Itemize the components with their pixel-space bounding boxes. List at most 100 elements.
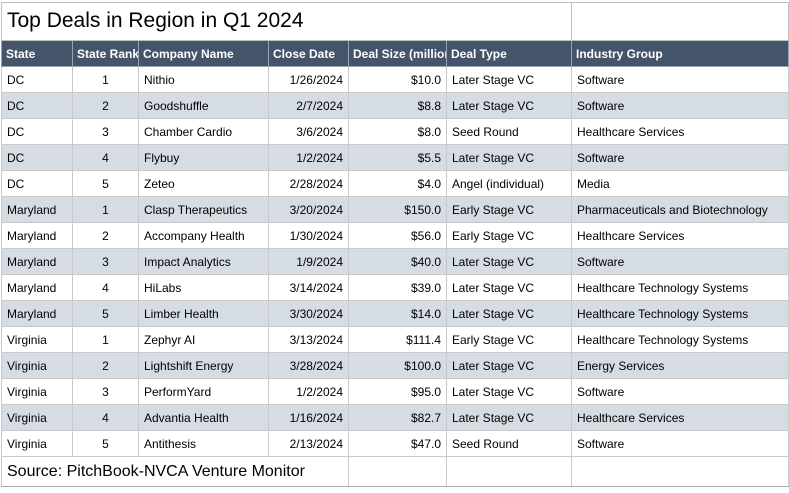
cell-deal-type: Later Stage VC [446, 248, 572, 275]
cell-close-date: 1/2/2024 [268, 144, 349, 171]
cell-industry-group: Healthcare Services [571, 118, 789, 145]
cell-state-rank: 4 [72, 144, 139, 171]
cell-deal-type: Seed Round [446, 118, 572, 145]
cell-deal-type: Early Stage VC [446, 222, 572, 249]
cell-state-rank: 5 [72, 170, 139, 197]
table-row: Virginia 4 Advantia Health 1/16/2024 $82.7 La… [1, 404, 789, 431]
source-note: Source: PitchBook-NVCA Venture Monitor [1, 456, 349, 487]
cell-state: Maryland [1, 300, 73, 327]
cell-state: Maryland [1, 274, 73, 301]
cell-company-name: Impact Analytics [138, 248, 269, 275]
cell-industry-group: Healthcare Technology Systems [571, 326, 789, 353]
title-spacer-cell [571, 2, 789, 41]
table-row: Virginia 1 Zephyr AI 3/13/2024 $111.4 Early S… [1, 326, 789, 353]
cell-industry-group: Software [571, 66, 789, 93]
col-header-deal-size: Deal Size (million [348, 40, 447, 67]
cell-state: Virginia [1, 326, 73, 353]
cell-deal-type: Later Stage VC [446, 352, 572, 379]
cell-state-rank: 1 [72, 326, 139, 353]
cell-company-name: Accompany Health [138, 222, 269, 249]
cell-company-name: Clasp Therapeutics [138, 196, 269, 223]
cell-deal-size: $111.4 [348, 326, 447, 353]
table-row: Virginia 3 PerformYard 1/2/2024 $95.0 Later S… [1, 378, 789, 405]
cell-close-date: 2/13/2024 [268, 430, 349, 457]
cell-deal-size: $100.0 [348, 352, 447, 379]
cell-deal-type: Later Stage VC [446, 144, 572, 171]
cell-close-date: 1/30/2024 [268, 222, 349, 249]
cell-state-rank: 2 [72, 222, 139, 249]
cell-industry-group: Healthcare Services [571, 222, 789, 249]
cell-industry-group: Software [571, 430, 789, 457]
col-header-state: State [1, 40, 73, 67]
cell-state-rank: 1 [72, 196, 139, 223]
cell-industry-group: Energy Services [571, 352, 789, 379]
cell-state-rank: 5 [72, 300, 139, 327]
cell-industry-group: Software [571, 92, 789, 119]
cell-deal-type: Later Stage VC [446, 378, 572, 405]
col-header-industry-group: Industry Group [571, 40, 789, 67]
cell-industry-group: Media [571, 170, 789, 197]
empty-cell [446, 456, 572, 487]
table-row: Maryland 5 Limber Health 3/30/2024 $14.0 Late… [1, 300, 789, 327]
cell-close-date: 3/30/2024 [268, 300, 349, 327]
cell-close-date: 2/7/2024 [268, 92, 349, 119]
cell-company-name: Limber Health [138, 300, 269, 327]
cell-close-date: 3/13/2024 [268, 326, 349, 353]
table-title: Top Deals in Region in Q1 2024 [1, 2, 572, 41]
cell-deal-size: $8.8 [348, 92, 447, 119]
cell-close-date: 3/28/2024 [268, 352, 349, 379]
cell-close-date: 3/6/2024 [268, 118, 349, 145]
cell-state: Virginia [1, 378, 73, 405]
table-row: Maryland 4 HiLabs 3/14/2024 $39.0 Later Stage… [1, 274, 789, 301]
cell-close-date: 1/2/2024 [268, 378, 349, 405]
cell-industry-group: Healthcare Technology Systems [571, 300, 789, 327]
cell-company-name: Advantia Health [138, 404, 269, 431]
cell-deal-type: Early Stage VC [446, 196, 572, 223]
cell-state: Virginia [1, 404, 73, 431]
cell-deal-size: $150.0 [348, 196, 447, 223]
cell-deal-size: $14.0 [348, 300, 447, 327]
cell-state: Virginia [1, 430, 73, 457]
cell-deal-size: $8.0 [348, 118, 447, 145]
table-row: Maryland 1 Clasp Therapeutics 3/20/2024 $150… [1, 196, 789, 223]
empty-cell [571, 456, 789, 487]
source-row: Source: PitchBook-NVCA Venture Monitor [1, 456, 789, 487]
col-header-state-rank: State Rank [72, 40, 139, 67]
table-row: DC 3 Chamber Cardio 3/6/2024 $8.0 Seed Round H… [1, 118, 789, 145]
table-row: Virginia 2 Lightshift Energy 3/28/2024 $100.… [1, 352, 789, 379]
table-row: DC 4 Flybuy 1/2/2024 $5.5 Later Stage VC Softw… [1, 144, 789, 171]
cell-close-date: 3/14/2024 [268, 274, 349, 301]
table-row: Maryland 2 Accompany Health 1/30/2024 $56.0 E… [1, 222, 789, 249]
cell-deal-type: Early Stage VC [446, 326, 572, 353]
cell-state-rank: 4 [72, 274, 139, 301]
cell-company-name: HiLabs [138, 274, 269, 301]
table-body: DC 1 Nithio 1/26/2024 $10.0 Later Stage VC Sof… [1, 66, 789, 457]
cell-deal-size: $40.0 [348, 248, 447, 275]
table-row: Maryland 3 Impact Analytics 1/9/2024 $40.0 La… [1, 248, 789, 275]
cell-company-name: Goodshuffle [138, 92, 269, 119]
col-header-deal-type: Deal Type [446, 40, 572, 67]
cell-deal-type: Later Stage VC [446, 92, 572, 119]
cell-deal-type: Seed Round [446, 430, 572, 457]
cell-company-name: Chamber Cardio [138, 118, 269, 145]
cell-state-rank: 2 [72, 92, 139, 119]
cell-deal-size: $39.0 [348, 274, 447, 301]
cell-state: DC [1, 144, 73, 171]
col-header-company-name: Company Name [138, 40, 269, 67]
cell-state-rank: 5 [72, 430, 139, 457]
cell-deal-size: $82.7 [348, 404, 447, 431]
cell-state-rank: 3 [72, 118, 139, 145]
cell-deal-size: $95.0 [348, 378, 447, 405]
cell-deal-size: $5.5 [348, 144, 447, 171]
cell-state: DC [1, 118, 73, 145]
cell-industry-group: Software [571, 144, 789, 171]
cell-industry-group: Healthcare Technology Systems [571, 274, 789, 301]
table-row: DC 2 Goodshuffle 2/7/2024 $8.8 Later Stage VC… [1, 92, 789, 119]
cell-close-date: 1/16/2024 [268, 404, 349, 431]
cell-state: DC [1, 66, 73, 93]
cell-deal-type: Later Stage VC [446, 66, 572, 93]
col-header-close-date: Close Date [268, 40, 349, 67]
cell-company-name: PerformYard [138, 378, 269, 405]
cell-state: Maryland [1, 196, 73, 223]
